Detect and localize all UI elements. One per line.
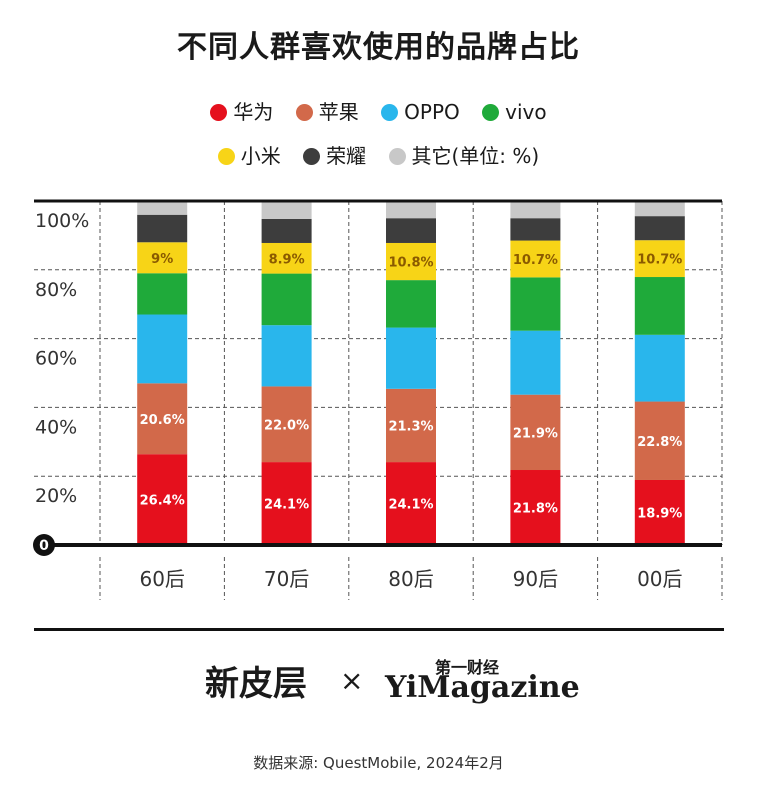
bar-segment — [386, 280, 436, 328]
bar-segment — [386, 327, 436, 389]
data-label: 18.9% — [637, 506, 682, 521]
data-label: 20.6% — [140, 413, 185, 428]
data-label: 10.7% — [513, 253, 558, 268]
legend-label: 苹果 — [318, 100, 359, 124]
legend-label: 荣耀 — [326, 144, 367, 168]
bar-segment — [386, 388, 436, 463]
x-tick-label: 70后 — [264, 567, 309, 591]
data-label: 22.8% — [637, 435, 682, 450]
bar-segment — [634, 277, 685, 335]
legend-label: OPPO — [404, 100, 460, 124]
legend-row-2: 小米 荣耀 其它(单位: %) — [0, 140, 757, 169]
bar-segment — [261, 201, 312, 219]
brand-logo-right: YiMagazine — [385, 670, 580, 705]
bar-segment — [510, 470, 561, 545]
bar-segment — [137, 201, 188, 215]
data-label: 22.0% — [264, 418, 309, 433]
bar-segment — [634, 201, 685, 217]
legend-item-oppo: OPPO — [381, 100, 460, 124]
legend-item-apple: 苹果 — [295, 96, 359, 125]
bar-segment — [634, 216, 685, 241]
data-label: 9% — [151, 252, 173, 267]
data-label: 10.8% — [388, 256, 433, 271]
data-label: 21.3% — [388, 419, 433, 434]
bar-segment — [510, 201, 561, 219]
legend-item-vivo: vivo — [482, 100, 547, 124]
brand-logo-right-sub: 第一财经 — [435, 658, 500, 677]
bar-segment — [261, 242, 312, 274]
y-tick-label: 20% — [35, 485, 77, 507]
y-tick-label: 40% — [35, 416, 77, 438]
legend-swatch — [381, 104, 399, 121]
legend-label: 华为 — [233, 100, 274, 124]
data-source: 数据来源: QuestMobile, 2024年2月 — [253, 754, 504, 772]
bar-segment — [510, 218, 561, 241]
data-label: 21.9% — [513, 426, 558, 441]
brand-footer: 新皮层 × 第一财经 YiMagazine — [0, 650, 757, 710]
bar-segment — [634, 401, 685, 480]
bar-segment — [261, 462, 312, 545]
legend-swatch — [388, 148, 406, 165]
legend-swatch — [482, 104, 500, 121]
stacked-bar-chart: 26.4% 20.6% 9% 60后 24.1% 22.0% 8.9% 70后 24.1% 21.… — [33, 199, 723, 600]
bar-segment — [261, 386, 312, 463]
bar-segment — [137, 383, 188, 455]
x-tick-label: 80后 — [388, 567, 433, 591]
bar-segment — [510, 240, 561, 278]
x-tick-label: 90后 — [513, 567, 558, 591]
bar-segment — [510, 330, 561, 395]
data-label: 24.1% — [388, 498, 433, 513]
data-label: 21.8% — [513, 502, 558, 517]
bar-segment — [137, 242, 188, 274]
legend-item-huawei: 华为 — [210, 96, 273, 125]
chart-title: 不同人群喜欢使用的品牌占比 — [177, 30, 580, 65]
y-zero-marker — [33, 534, 55, 556]
data-label: 24.1% — [264, 498, 309, 513]
bar-segment — [137, 273, 188, 315]
bar-segment — [386, 242, 436, 281]
legend-swatch — [303, 148, 321, 165]
bar-segment — [386, 201, 436, 219]
legend-item-xiaomi: 小米 — [217, 140, 281, 169]
legend-row-1: 华为 苹果 OPPO vivo — [0, 96, 757, 125]
bar-segment — [261, 325, 312, 387]
x-tick-label: 00后 — [637, 567, 682, 591]
data-label: 26.4% — [140, 494, 185, 509]
bar-segment — [386, 218, 436, 243]
legend-swatch — [217, 148, 235, 165]
bar-segment — [137, 314, 188, 384]
bar-segment — [510, 277, 561, 331]
data-label: 8.9% — [269, 252, 305, 267]
bar-segment — [634, 479, 685, 545]
y-tick-label: 60% — [35, 348, 77, 370]
legend-label: 其它(单位: %) — [411, 144, 540, 168]
times-sign: × — [340, 664, 364, 697]
y-tick-label: 0 — [39, 538, 49, 554]
bar-segment — [634, 240, 685, 278]
bar-segment — [261, 273, 312, 326]
bar-segment — [510, 394, 561, 471]
x-tick-label: 60后 — [139, 567, 184, 591]
bar-segment — [137, 214, 188, 243]
bar-segment — [261, 218, 312, 243]
legend-item-honor: 荣耀 — [303, 140, 366, 169]
legend-swatch — [295, 104, 313, 121]
bar-segment — [634, 334, 685, 402]
bar-segment — [386, 462, 436, 545]
brand-logo-left: 新皮层 — [205, 664, 307, 704]
divider — [34, 628, 724, 631]
y-tick-label: 80% — [35, 279, 77, 301]
legend-label: vivo — [505, 100, 547, 124]
data-label: 10.7% — [637, 253, 682, 268]
legend-item-other: 其它(单位: %) — [388, 140, 540, 169]
legend-swatch — [210, 104, 228, 121]
bar-segment — [137, 454, 188, 545]
y-tick-label: 100% — [35, 210, 89, 232]
legend-label: 小米 — [240, 144, 281, 168]
